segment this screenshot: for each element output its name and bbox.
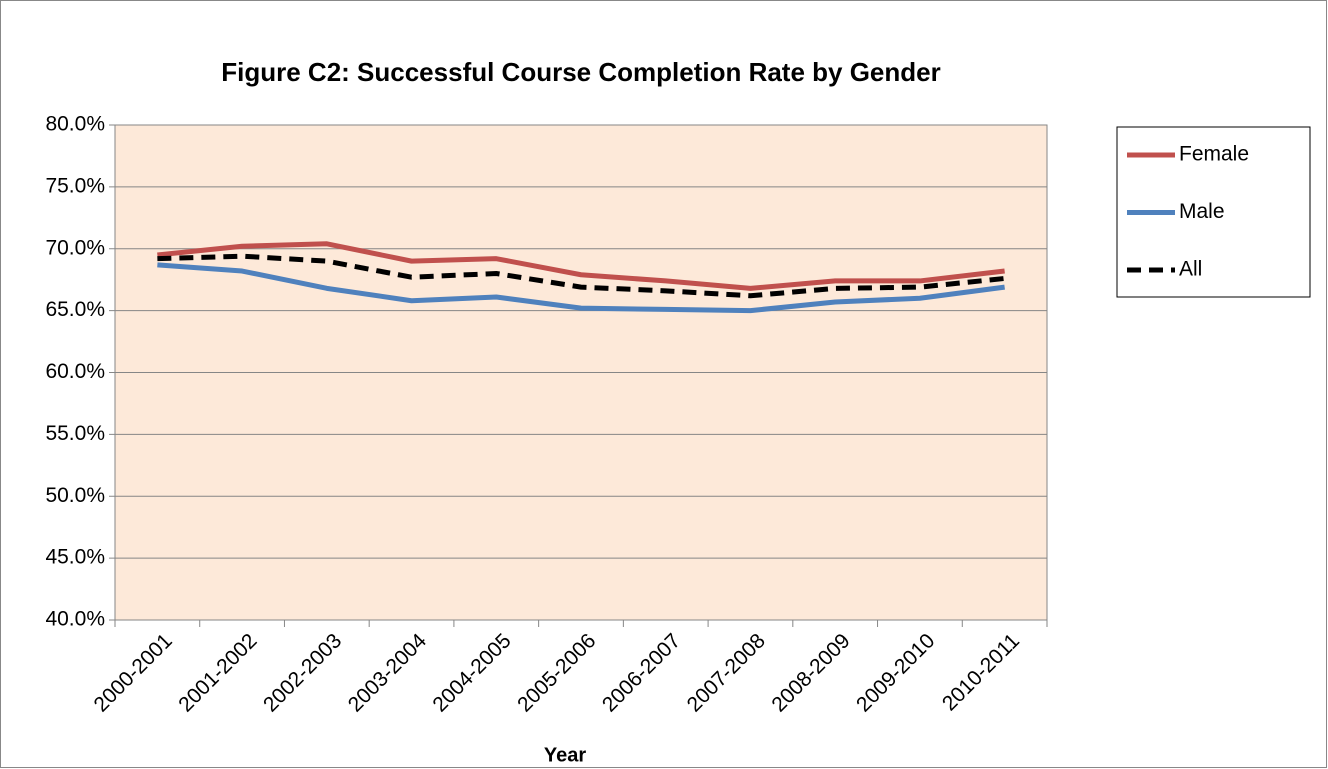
y-tick-label: 70.0% bbox=[45, 236, 105, 259]
y-tick-label: 40.0% bbox=[45, 608, 105, 631]
x-axis-label: Year bbox=[544, 744, 586, 766]
y-tick-label: 55.0% bbox=[45, 422, 105, 445]
y-tick-label: 80.0% bbox=[45, 113, 105, 136]
y-tick-label: 75.0% bbox=[45, 174, 105, 197]
legend-label: All bbox=[1179, 258, 1202, 281]
y-tick-label: 45.0% bbox=[45, 546, 105, 569]
legend-label: Male bbox=[1179, 200, 1225, 223]
line-series bbox=[157, 253, 1005, 299]
y-tick-label: 60.0% bbox=[45, 360, 105, 383]
legend-label: Female bbox=[1179, 143, 1249, 166]
line-series bbox=[157, 262, 1005, 314]
line-series bbox=[157, 241, 1005, 291]
chart-title: Figure C2: Successful Course Completion … bbox=[221, 57, 940, 87]
plot-border bbox=[114, 124, 1048, 621]
y-tick-label: 50.0% bbox=[45, 484, 105, 507]
y-tick-label: 65.0% bbox=[45, 298, 105, 321]
